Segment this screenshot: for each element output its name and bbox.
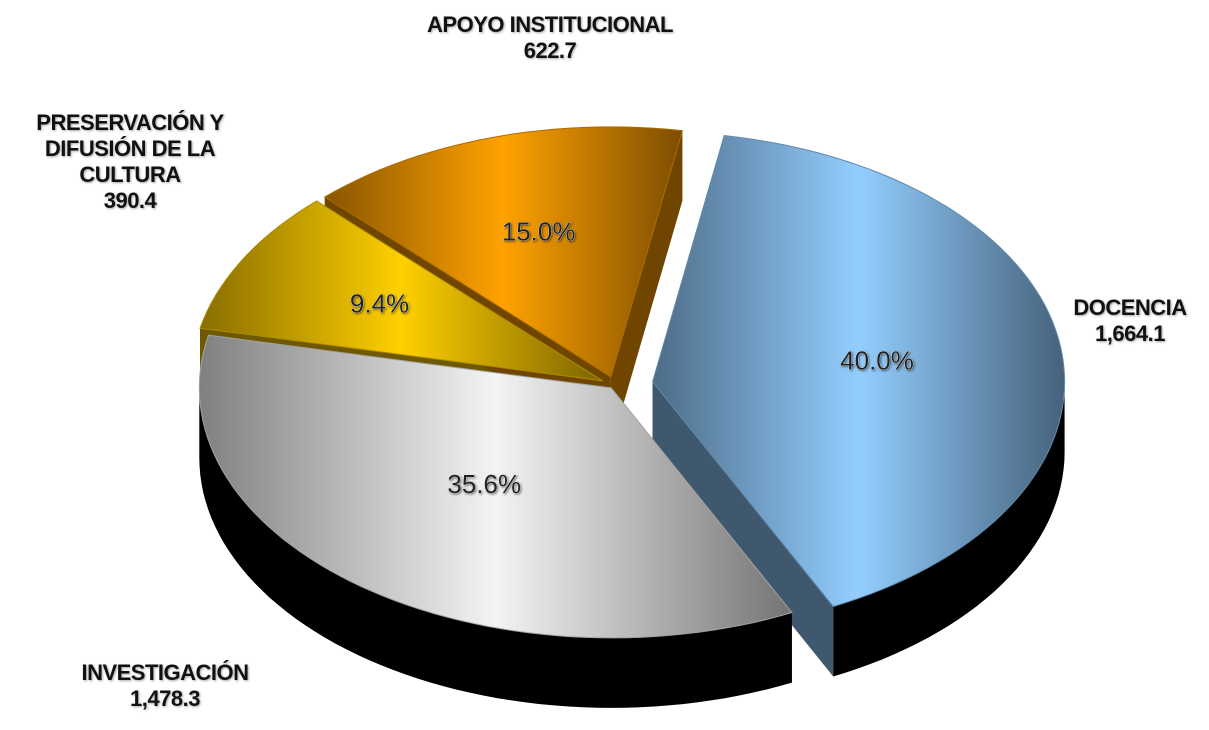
category-label: APOYO INSTITUCIONAL 622.7 [340,12,760,64]
percent-label: 9.4% [350,288,409,318]
amount-label: 1,478.3 [130,686,200,711]
amount-label: 390.4 [103,188,157,213]
slice [323,126,684,378]
percent-label: 15.0% [502,216,576,246]
amount-label: 622.7 [523,38,577,63]
slice-side [199,387,792,708]
category-label: INVESTIGACIÓN 1,478.3 [20,660,310,712]
slice [198,334,793,639]
slice-wall [610,130,683,447]
category-name: DOCENCIA [1073,295,1187,320]
slice [199,200,604,382]
percent-label: 35.6% [447,469,521,499]
category-name: INVESTIGACIÓN [81,660,249,685]
amount-label: 1,664.1 [1095,321,1165,346]
slice-wall [652,381,834,677]
slice [652,135,1066,608]
category-label: DOCENCIA 1,664.1 [1040,295,1209,347]
category-label: PRESERVACIÓN Y DIFUSIÓN DE LA CULTURA 390… [0,110,260,214]
slice-side [833,381,1065,677]
percent-label: 40.0% [840,346,914,376]
category-name: APOYO INSTITUCIONAL [427,12,673,37]
category-name: PRESERVACIÓN Y DIFUSIÓN DE LA CULTURA [36,110,224,187]
